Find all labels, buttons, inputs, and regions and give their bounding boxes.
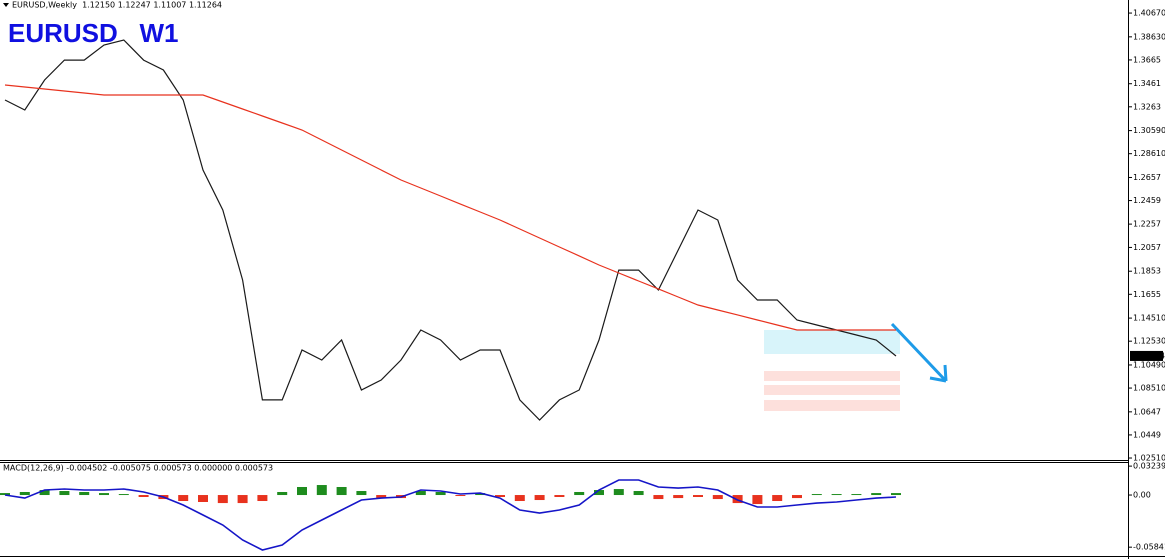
target-zone bbox=[764, 385, 900, 395]
price-marker-label: 1.11264 bbox=[1132, 351, 1165, 360]
histogram-bar bbox=[891, 493, 901, 496]
histogram-bar bbox=[514, 495, 525, 502]
histogram-bar bbox=[99, 493, 109, 496]
histogram-bar bbox=[118, 494, 129, 496]
histogram-bar bbox=[475, 493, 486, 496]
histogram-bar bbox=[79, 491, 90, 496]
y-tick-label: 1.0449 bbox=[1133, 430, 1161, 439]
histogram-bar bbox=[217, 495, 228, 504]
histogram-bar bbox=[198, 495, 208, 502]
histogram-bar bbox=[19, 491, 30, 496]
histogram-bar bbox=[0, 493, 10, 496]
histogram-bar bbox=[257, 495, 268, 502]
histogram-bar bbox=[376, 495, 387, 499]
histogram-bar bbox=[415, 491, 426, 496]
chart-header: EURUSD,Weekly 1.12150 1.12247 1.11007 1.… bbox=[12, 1, 222, 10]
histogram-bar bbox=[831, 494, 842, 496]
histogram-bar bbox=[594, 490, 604, 496]
histogram-bar bbox=[495, 495, 505, 497]
menu-arrow bbox=[3, 3, 9, 7]
y-tick-label: 1.40670 bbox=[1133, 9, 1165, 18]
y-tick-label: 1.12530 bbox=[1133, 337, 1165, 346]
symbol-annotation: EURUSD W1 bbox=[8, 18, 178, 48]
series-line bbox=[4, 84, 896, 331]
histogram-bar bbox=[138, 495, 149, 497]
y-tick-label: 1.3263 bbox=[1133, 102, 1161, 111]
histogram-bar bbox=[772, 495, 783, 502]
y-tick-label: 1.1655 bbox=[1133, 290, 1161, 299]
histogram-bar bbox=[673, 495, 684, 499]
y-tick-label: 1.1853 bbox=[1133, 267, 1161, 276]
histogram-bar bbox=[455, 495, 466, 497]
histogram-bar bbox=[792, 495, 802, 499]
histogram-bar bbox=[554, 495, 565, 497]
histogram-bar bbox=[811, 494, 822, 496]
y-tick-label: 1.08510 bbox=[1133, 384, 1165, 393]
histogram-bar bbox=[277, 491, 288, 496]
trend-arrow bbox=[890, 322, 948, 383]
y-tick-label: 1.3665 bbox=[1133, 55, 1161, 64]
y-tick-label: 1.38630 bbox=[1133, 32, 1165, 41]
histogram-bar bbox=[435, 491, 446, 496]
histogram-bar bbox=[613, 489, 624, 496]
histogram-bar bbox=[871, 493, 882, 496]
histogram-bar bbox=[752, 495, 763, 505]
histogram-bar bbox=[653, 495, 664, 500]
support-zone bbox=[764, 330, 900, 354]
histogram-bar bbox=[39, 490, 50, 496]
y-tick-label: 1.02510 bbox=[1133, 454, 1165, 463]
histogram-bar bbox=[732, 495, 743, 504]
y-tick-label: 0.00 bbox=[1133, 491, 1151, 500]
histogram-bar bbox=[336, 486, 347, 496]
histogram-bar bbox=[178, 495, 189, 502]
y-tick-label: 1.2057 bbox=[1133, 243, 1161, 252]
y-tick-label: 1.28610 bbox=[1133, 149, 1165, 158]
histogram-bar bbox=[59, 491, 70, 496]
y-tick-label: 1.14510 bbox=[1133, 314, 1165, 323]
y-tick-label: -0.058413 bbox=[1133, 543, 1165, 552]
y-tick-label: 1.2657 bbox=[1133, 173, 1161, 182]
indicator-title: MACD(12,26,9) -0.004502 -0.005075 0.0005… bbox=[3, 464, 273, 473]
y-tick-label: 1.2459 bbox=[1133, 196, 1161, 205]
y-tick-label: 0.032391 bbox=[1133, 462, 1165, 471]
histogram-bar bbox=[316, 485, 327, 496]
histogram-bar bbox=[633, 491, 644, 496]
histogram-bar bbox=[237, 495, 248, 504]
target-zone bbox=[764, 400, 900, 411]
histogram-bar bbox=[297, 486, 307, 496]
histogram-bar bbox=[534, 495, 545, 501]
y-tick-label: 1.0647 bbox=[1133, 407, 1161, 416]
y-tick-label: 1.2257 bbox=[1133, 220, 1161, 229]
histogram-bar bbox=[574, 491, 585, 496]
y-tick-label: 1.30590 bbox=[1133, 126, 1165, 135]
histogram-bar bbox=[356, 491, 367, 496]
histogram-bar bbox=[712, 495, 723, 500]
price-marker bbox=[1130, 350, 1163, 361]
histogram-bar bbox=[851, 494, 862, 496]
y-tick-label: 1.3461 bbox=[1133, 79, 1161, 88]
series-line bbox=[4, 479, 897, 551]
target-zone bbox=[764, 371, 900, 381]
y-tick-label: 1.10490 bbox=[1133, 360, 1165, 369]
histogram-bar bbox=[693, 495, 703, 497]
series-line bbox=[4, 39, 897, 421]
